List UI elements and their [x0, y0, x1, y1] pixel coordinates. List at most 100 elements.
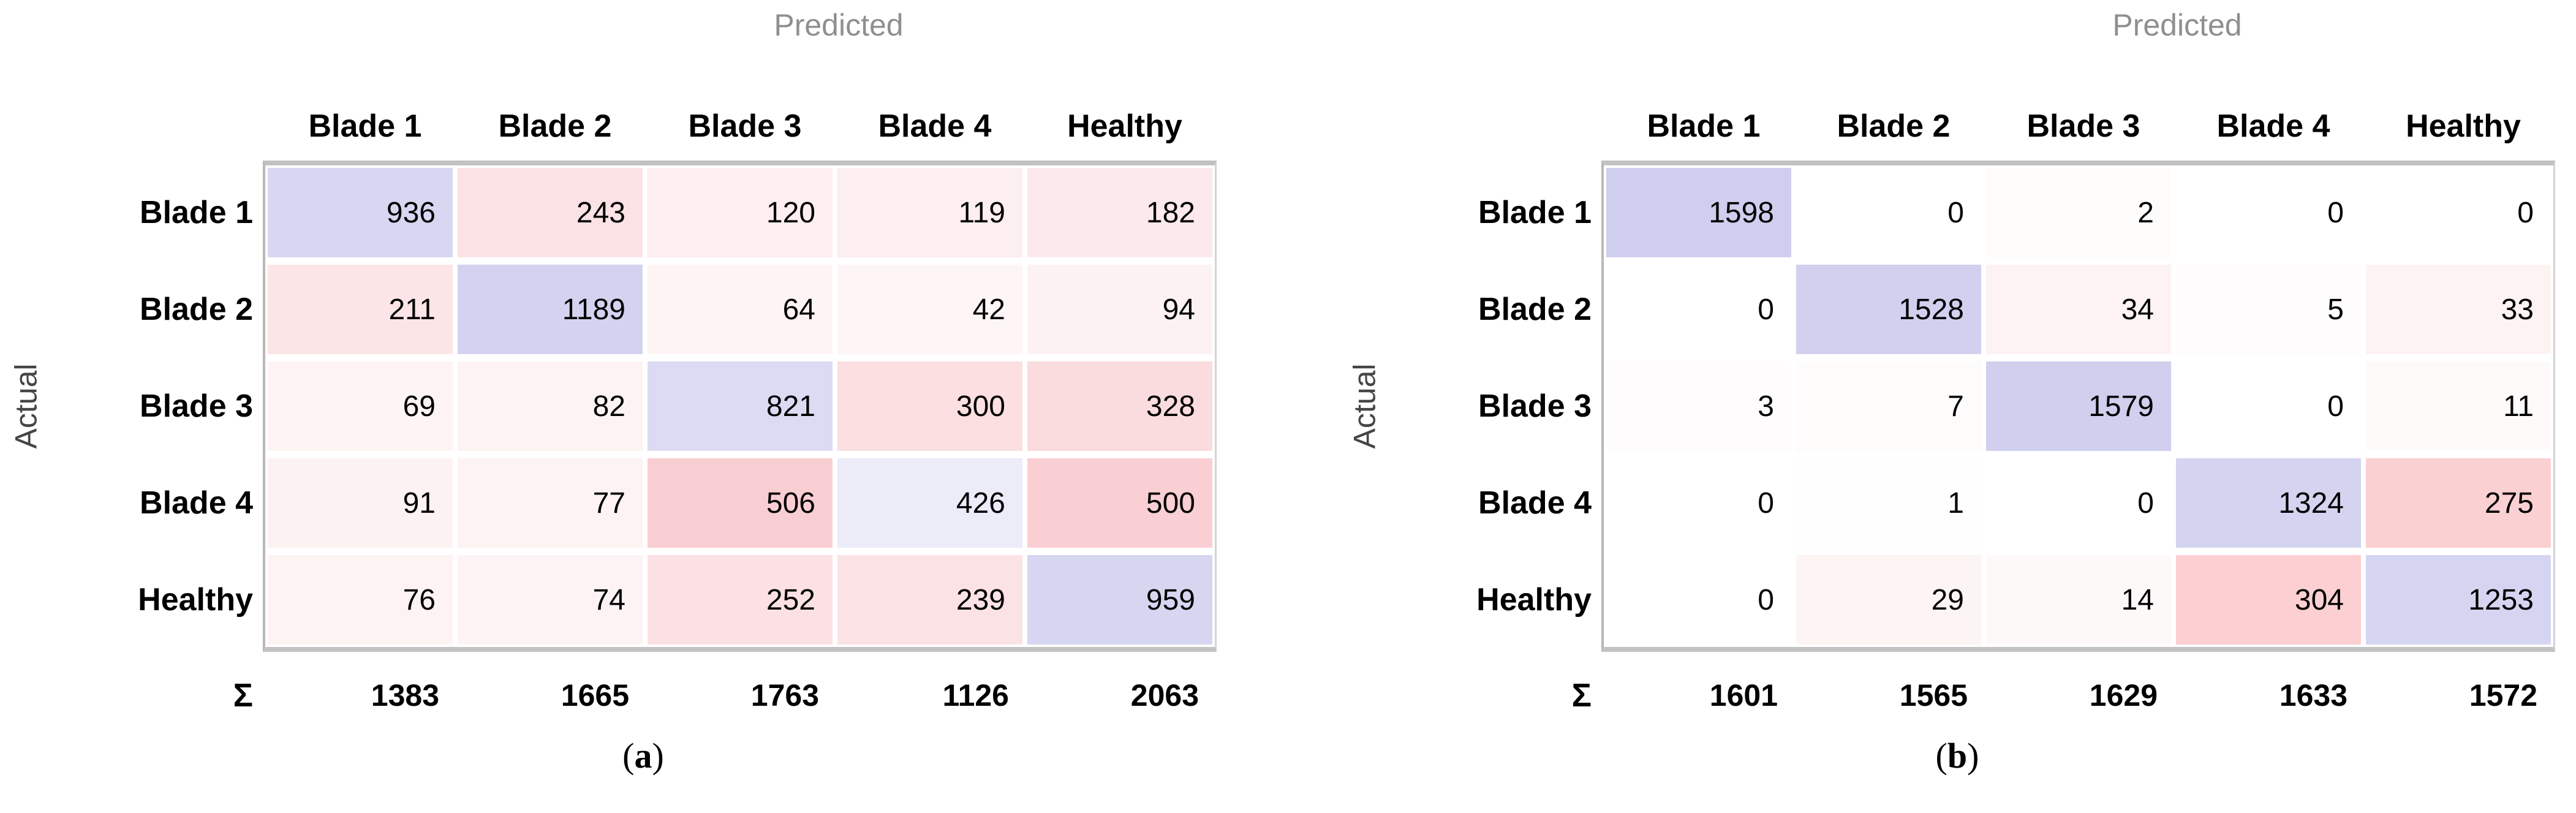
row-header: Blade 3: [1478, 388, 1592, 424]
matrix-cell: 0: [1796, 168, 1981, 257]
matrix-cell: 0: [2176, 361, 2361, 451]
row-header: Blade 2: [1478, 292, 1592, 327]
matrix-zone: Actual Blade 1 Blade 2 Blade 3 Blade 4 Healt…: [0, 161, 1286, 652]
matrix-grid: 1598 0 2 0 0 0 1528 34 5 33 3 7 1579 0 11 0 1 0 1324 275 0 29…: [1606, 168, 2551, 645]
matrix-cell: 82: [458, 361, 643, 451]
matrix-grid: 936 243 120 119 182 211 1189 64 42 94 69 82 821 300 32…: [268, 168, 1212, 645]
row-header: Blade 4: [140, 485, 253, 521]
sum-symbol: Σ: [1571, 677, 1592, 714]
column-header: Blade 4: [2216, 108, 2330, 144]
matrix-cell: 119: [837, 168, 1022, 257]
row-header: Blade 1: [140, 195, 253, 230]
subfigure-caption-b: (b): [1339, 735, 2576, 776]
matrix-cell: 3: [1606, 361, 1791, 451]
column-sum-value: 2063: [1130, 678, 1199, 713]
row-header: Healthy: [1476, 582, 1592, 618]
column-sum-row: Σ 1601 1565 1629 1633 1572: [1339, 674, 2576, 717]
column-header-row: Blade 1 Blade 2 Blade 3 Blade 4 Healthy: [1601, 107, 2576, 146]
column-sum-value: 1601: [1709, 678, 1778, 713]
matrix-cell: 29: [1796, 555, 1981, 645]
matrix-cell: 120: [648, 168, 833, 257]
sum-symbol: Σ: [233, 677, 253, 714]
row-header: Blade 2: [140, 292, 253, 327]
subfigure-caption-a: (a): [0, 735, 1286, 776]
actual-axis-title: Actual: [9, 363, 43, 449]
column-header: Blade 1: [1647, 108, 1761, 144]
matrix-cell: 1579: [1986, 361, 2171, 451]
column-sum-values: 1601 1565 1629 1633 1572: [1601, 674, 2558, 717]
matrix-cell: 1598: [1606, 168, 1791, 257]
matrix-cell: 69: [268, 361, 453, 451]
matrix-cell: 42: [837, 265, 1022, 354]
column-header-row: Blade 1 Blade 2 Blade 3 Blade 4 Healthy: [263, 107, 1286, 146]
matrix-cell: 94: [1027, 265, 1212, 354]
matrix-cell: 14: [1986, 555, 2171, 645]
matrix-cell: 0: [2176, 168, 2361, 257]
matrix-cell: 33: [2366, 265, 2551, 354]
actual-axis-title-container: Actual: [0, 161, 51, 652]
matrix-cell: 239: [837, 555, 1022, 645]
predicted-axis-title: Predicted: [2112, 8, 2242, 42]
matrix-cell: 76: [268, 555, 453, 645]
caption-close-paren: ): [1967, 736, 1979, 776]
matrix-cell: 1324: [2176, 458, 2361, 548]
matrix-zone: Actual Blade 1 Blade 2 Blade 3 Blade 4 Healt…: [1339, 161, 2576, 652]
row-header: Blade 4: [1478, 485, 1592, 521]
caption-letter: a: [634, 736, 652, 776]
row-header-column: Blade 1 Blade 2 Blade 3 Blade 4 Healthy: [51, 161, 263, 652]
column-header: Blade 2: [1837, 108, 1951, 144]
matrix-grid-border: 1598 0 2 0 0 0 1528 34 5 33 3 7 1579 0 11 0 1 0 1324 275 0 29…: [1601, 161, 2555, 652]
matrix-cell: 5: [2176, 265, 2361, 354]
matrix-cell: 2: [1986, 168, 2171, 257]
column-header: Healthy: [2406, 108, 2521, 144]
matrix-cell: 936: [268, 168, 453, 257]
column-sum-value: 1633: [2279, 678, 2347, 713]
matrix-cell: 304: [2176, 555, 2361, 645]
matrix-cell: 64: [648, 265, 833, 354]
matrix-cell: 1253: [2366, 555, 2551, 645]
matrix-cell: 243: [458, 168, 643, 257]
matrix-cell: 34: [1986, 265, 2171, 354]
matrix-cell: 0: [1606, 265, 1791, 354]
row-header: Healthy: [138, 582, 253, 618]
column-sum-row: Σ 1383 1665 1763 1126 2063: [0, 674, 1286, 717]
matrix-cell: 11: [2366, 361, 2551, 451]
matrix-cell: 275: [2366, 458, 2551, 548]
matrix-cell: 77: [458, 458, 643, 548]
column-sum-value: 1665: [561, 678, 629, 713]
column-header: Blade 3: [2026, 108, 2140, 144]
matrix-cell: 500: [1027, 458, 1212, 548]
matrix-grid-border: 936 243 120 119 182 211 1189 64 42 94 69 82 821 300 32…: [263, 161, 1217, 652]
matrix-cell: 211: [268, 265, 453, 354]
matrix-cell: 0: [1986, 458, 2171, 548]
matrix-cell: 300: [837, 361, 1022, 451]
matrix-cell: 426: [837, 458, 1022, 548]
column-sum-value: 1383: [371, 678, 439, 713]
matrix-cell: 506: [648, 458, 833, 548]
caption-close-paren: ): [652, 736, 664, 776]
column-header: Blade 3: [688, 108, 802, 144]
column-sum-value: 1763: [750, 678, 819, 713]
caption-letter: b: [1947, 736, 1968, 776]
matrix-cell: 0: [1606, 555, 1791, 645]
confusion-matrix-panel-b: Predicted Blade 1 Blade 2 Blade 3 Blade 4 He…: [1286, 0, 2576, 813]
matrix-cell: 328: [1027, 361, 1212, 451]
actual-axis-title-container: Actual: [1339, 161, 1390, 652]
column-sum-value: 1565: [1899, 678, 1968, 713]
confusion-matrix-panel-a: Predicted Blade 1 Blade 2 Blade 3 Blade 4 He…: [0, 0, 1286, 813]
column-sum-value: 1572: [2469, 678, 2537, 713]
row-header-column: Blade 1 Blade 2 Blade 3 Blade 4 Healthy: [1390, 161, 1601, 652]
matrix-cell: 7: [1796, 361, 1981, 451]
predicted-axis-title: Predicted: [774, 8, 904, 42]
matrix-cell: 821: [648, 361, 833, 451]
column-header: Blade 2: [498, 108, 612, 144]
matrix-cell: 252: [648, 555, 833, 645]
matrix-cell: 959: [1027, 555, 1212, 645]
column-header: Healthy: [1067, 108, 1182, 144]
column-sum-values: 1383 1665 1763 1126 2063: [263, 674, 1220, 717]
matrix-cell: 0: [2366, 168, 2551, 257]
actual-axis-title: Actual: [1347, 363, 1381, 449]
column-sum-value: 1629: [2089, 678, 2158, 713]
column-header: Blade 1: [308, 108, 422, 144]
column-header: Blade 4: [878, 108, 992, 144]
